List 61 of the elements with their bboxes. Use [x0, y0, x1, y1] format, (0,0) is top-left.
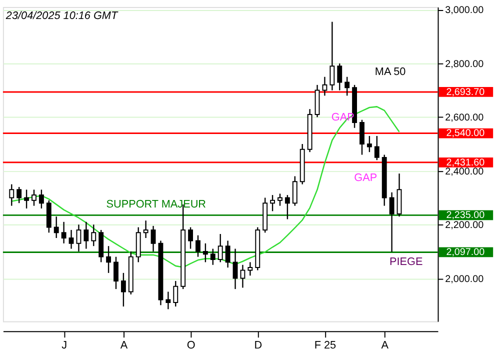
candlestick	[248, 262, 253, 276]
annotation: MA 50	[374, 66, 406, 78]
candlestick	[240, 264, 246, 288]
candlestick	[278, 193, 282, 206]
candlestick	[173, 280, 178, 308]
candlestick	[330, 21, 335, 91]
candlestick	[292, 176, 298, 206]
ref-line-label: 2,540.00	[446, 128, 486, 140]
candlestick	[150, 225, 156, 252]
annotation: PIEGE	[390, 256, 423, 268]
annotation: 23/04/2025 10:16 GMT	[4, 10, 119, 22]
candlestick	[32, 189, 36, 206]
candlestick	[38, 189, 44, 210]
candlestick	[344, 76, 350, 96]
candlestick	[143, 220, 148, 239]
candlestick	[389, 192, 394, 253]
ref-line-label: 2,097.00	[446, 247, 486, 258]
candlestick	[366, 135, 372, 153]
candlestick	[106, 245, 112, 274]
candlestick	[166, 291, 171, 310]
ref-line-label: 2,431.60	[446, 157, 486, 168]
candlestick	[188, 226, 194, 250]
x-tick-label: F 25	[314, 339, 336, 350]
ref-line-label: 2,693.70	[446, 86, 486, 98]
candlestick	[196, 234, 200, 258]
candlestick	[374, 135, 380, 161]
candlestick	[210, 248, 216, 266]
y-tick-label: 2,200.00	[445, 220, 484, 232]
y-tick-label: 3,000.00	[445, 5, 484, 16]
x-tick-label: J	[62, 339, 68, 350]
candlestick	[24, 189, 30, 210]
candlestick	[225, 240, 230, 268]
y-tick-label: 2,000.00	[445, 274, 484, 285]
candlestick	[61, 221, 66, 244]
candlestick	[202, 242, 208, 263]
candlestick	[322, 76, 328, 96]
candlestick	[84, 221, 89, 250]
x-tick-label: D	[254, 339, 262, 350]
y-tick-label: 2,400.00	[445, 166, 484, 178]
ref-line-label: 2,235.00	[446, 210, 486, 222]
candlestick	[114, 256, 118, 290]
candlestick	[16, 186, 22, 204]
candlestick	[54, 216, 59, 239]
candlestick	[76, 224, 82, 252]
candlestick	[232, 248, 238, 290]
y-tick-label: 2,600.00	[445, 112, 484, 124]
annotation: GAP	[354, 172, 378, 184]
candlestick	[337, 62, 342, 91]
candlestick	[68, 229, 74, 250]
annotation: SUPPORT MAJEUR	[106, 198, 206, 211]
candlestick	[9, 184, 14, 206]
candlestick	[218, 233, 223, 263]
x-tick-label: O	[186, 339, 196, 350]
x-tick-label: A	[120, 339, 128, 350]
candlestick	[91, 224, 96, 247]
candlestick	[360, 119, 364, 156]
candlestick	[270, 194, 276, 212]
candlestick	[120, 272, 126, 308]
x-tick-label: A	[381, 339, 390, 350]
candlestick	[284, 194, 290, 220]
y-tick-label: 2,800.00	[445, 58, 484, 70]
